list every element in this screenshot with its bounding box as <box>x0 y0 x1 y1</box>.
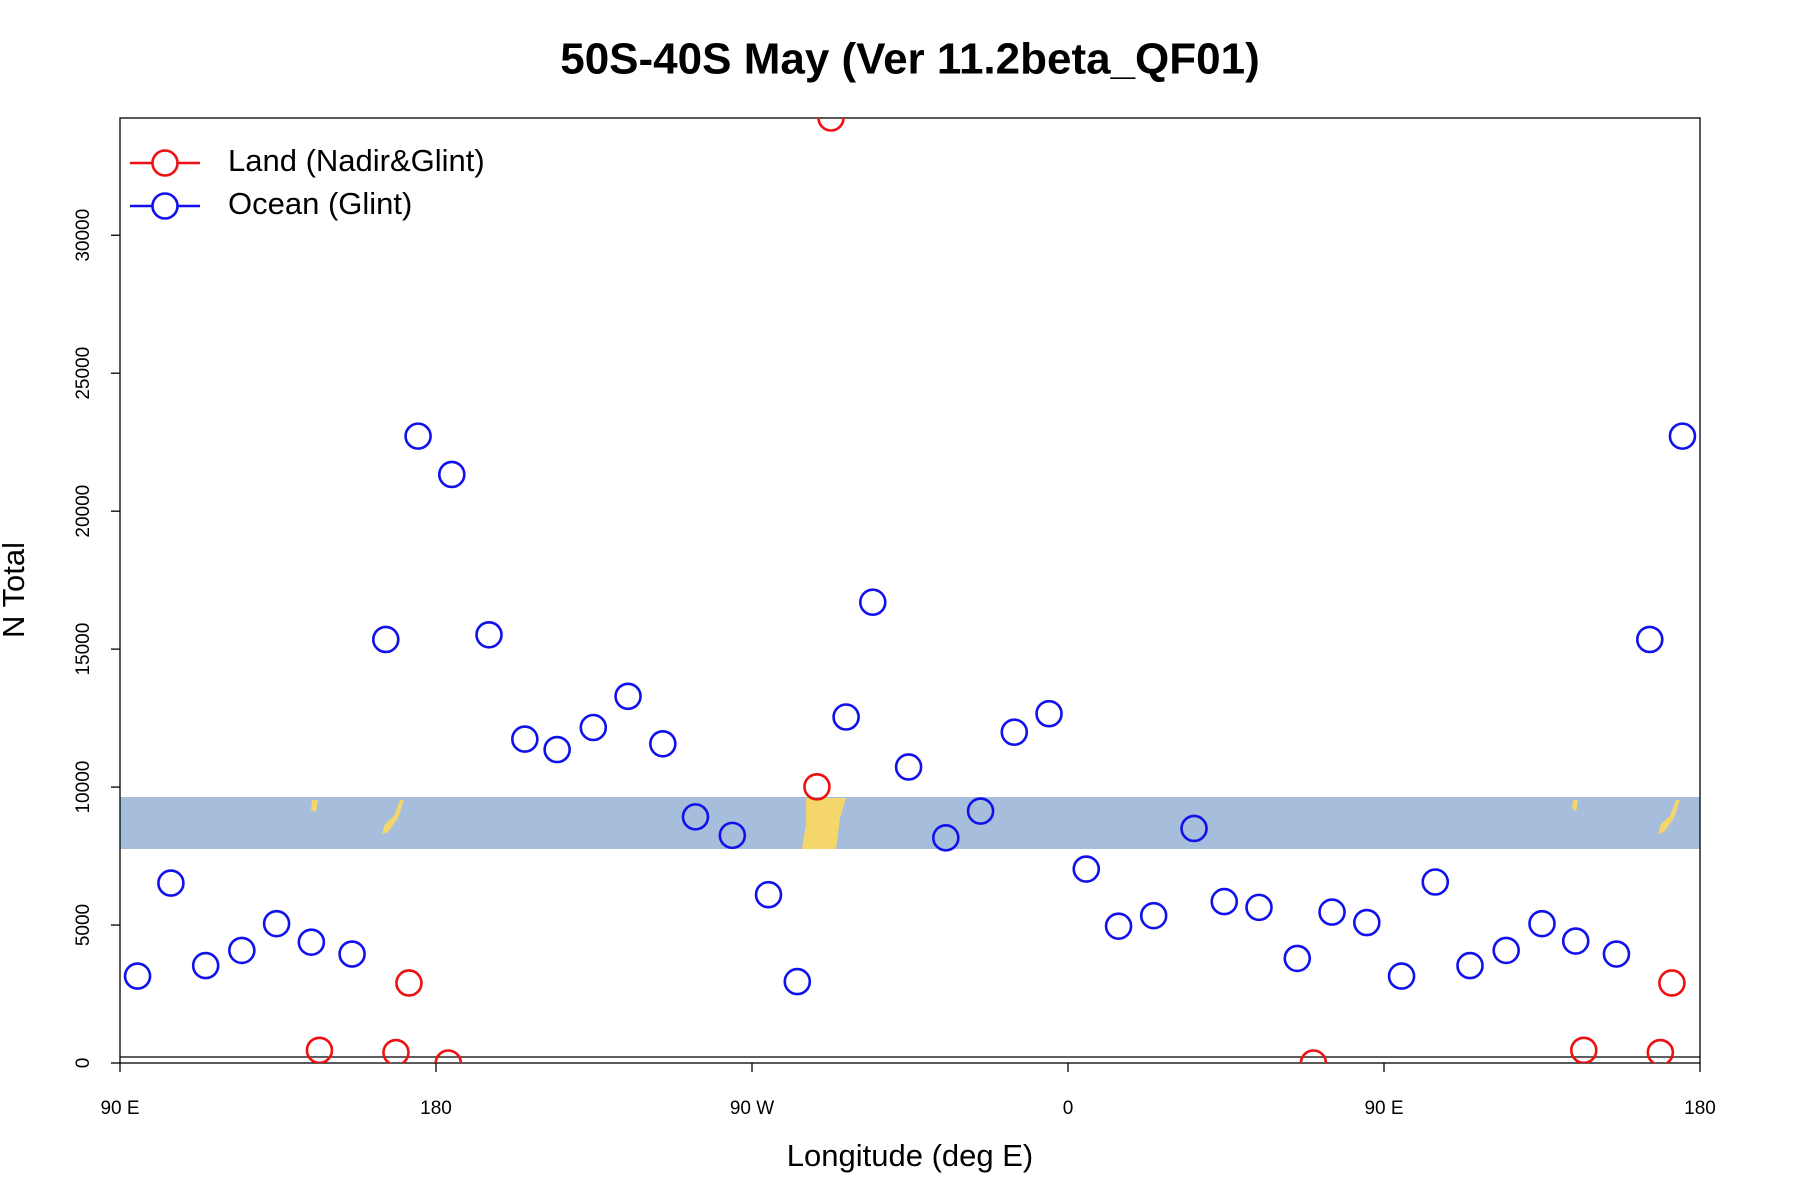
point <box>305 1036 334 1063</box>
point <box>649 729 677 758</box>
point <box>1139 901 1168 930</box>
point <box>1421 868 1450 896</box>
plot-area <box>123 118 1697 1063</box>
point <box>157 869 185 897</box>
legend-marker <box>151 149 179 177</box>
map-strip <box>120 797 1700 849</box>
point <box>614 682 642 711</box>
point <box>1318 898 1346 926</box>
point <box>754 880 783 909</box>
point <box>228 936 256 965</box>
point <box>1635 625 1664 654</box>
point <box>1602 940 1631 968</box>
point <box>437 460 466 489</box>
point <box>1104 912 1133 940</box>
point <box>932 824 960 852</box>
y-tick-label: 10000 <box>73 761 94 814</box>
y-axis-label: N Total <box>0 542 31 638</box>
point <box>1528 909 1556 938</box>
point <box>1569 1036 1598 1063</box>
point <box>511 725 539 753</box>
y-tick-label: 0 <box>73 1058 94 1069</box>
point <box>579 713 608 742</box>
point <box>1180 814 1208 843</box>
point <box>1210 887 1239 916</box>
point <box>1668 422 1697 450</box>
x-tick-label: 90 E <box>100 1098 139 1119</box>
point <box>123 962 152 990</box>
legend-label: Land (Nadir&Glint) <box>228 143 485 178</box>
point <box>434 1049 463 1063</box>
point <box>1035 699 1063 728</box>
point <box>858 588 887 617</box>
point <box>1245 893 1273 922</box>
point <box>338 940 366 968</box>
point <box>543 735 571 764</box>
point <box>371 625 400 654</box>
y-tick-label: 15000 <box>73 623 94 676</box>
x-tick-label: 180 <box>420 1098 452 1119</box>
point <box>262 909 291 938</box>
x-tick-label: 90 E <box>1364 1098 1403 1119</box>
point <box>382 1038 410 1063</box>
point <box>718 821 747 850</box>
point <box>404 422 432 450</box>
point <box>966 797 995 825</box>
x-tick-label: 90 W <box>730 1098 774 1119</box>
y-tick-label: 30000 <box>73 209 94 262</box>
point <box>681 803 710 831</box>
chart-title: 50S-40S May (Ver 11.2beta_QF01) <box>560 35 1260 84</box>
y-tick-label: 5000 <box>73 904 94 946</box>
legend-label: Ocean (Glint) <box>228 186 412 221</box>
point <box>1299 1049 1328 1063</box>
point <box>1658 969 1686 997</box>
x-tick-label: 0 <box>1063 1098 1074 1119</box>
x-axis-label: Longitude (deg E) <box>787 1138 1033 1173</box>
point <box>1387 962 1416 990</box>
point <box>395 969 423 997</box>
point <box>1456 951 1484 980</box>
point <box>1000 718 1029 746</box>
x-tick-label: 180 <box>1684 1098 1716 1119</box>
point <box>297 928 326 956</box>
point <box>1492 936 1520 965</box>
plot-frame <box>119 117 1701 1064</box>
point <box>1646 1038 1675 1063</box>
point <box>1072 855 1101 883</box>
legend-marker <box>151 192 179 220</box>
y-tick-label: 25000 <box>73 347 94 400</box>
point <box>832 703 860 731</box>
point <box>1283 944 1312 973</box>
point <box>817 118 845 132</box>
point <box>1561 927 1590 955</box>
point <box>783 967 812 996</box>
point <box>894 753 923 781</box>
point <box>191 951 220 980</box>
point <box>1352 908 1381 937</box>
y-tick-label: 20000 <box>73 485 94 538</box>
map-band <box>120 797 1700 849</box>
point <box>475 620 503 649</box>
point <box>803 773 831 801</box>
